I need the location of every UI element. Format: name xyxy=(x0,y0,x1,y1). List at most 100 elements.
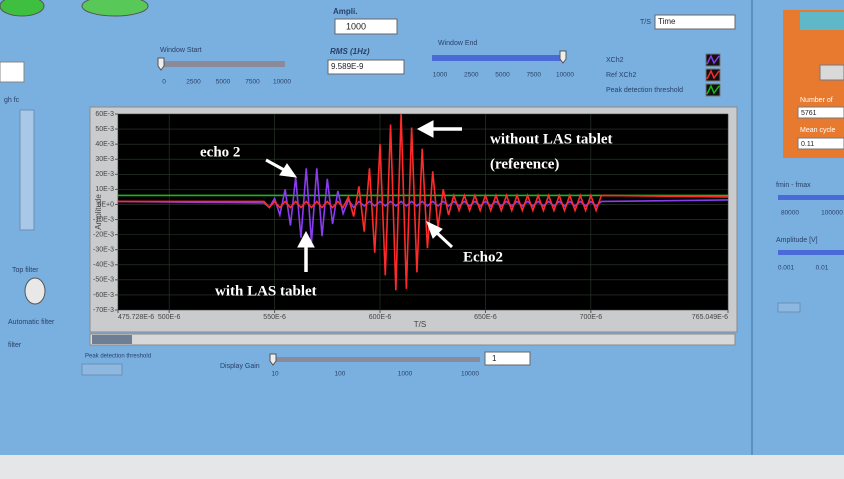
label: Mean cycle xyxy=(800,127,836,134)
x-tick-label: 765.049E-6 xyxy=(692,314,728,321)
label: gh fc xyxy=(4,97,20,104)
legend-swatch-line xyxy=(706,54,720,65)
numeric-input[interactable] xyxy=(81,363,123,376)
slider-track[interactable] xyxy=(778,195,844,200)
label: T/S xyxy=(640,19,651,26)
y-tick-label: 10E-3 xyxy=(95,186,114,193)
label: Amplitude [V] xyxy=(776,237,818,244)
slider-thumb[interactable] xyxy=(269,353,277,366)
scale-label: 5000 xyxy=(216,79,231,86)
annotation: without LAS tablet xyxy=(490,131,613,147)
scale-label: 7500 xyxy=(527,72,542,79)
y-tick-label: -60E-3 xyxy=(93,292,114,299)
scrollbar[interactable] xyxy=(89,333,736,346)
label: Display Gain xyxy=(220,363,260,370)
annotation: (reference) xyxy=(490,156,559,172)
value: 1000 xyxy=(346,21,366,31)
numeric-input[interactable] xyxy=(484,351,531,366)
scale-label: 0 xyxy=(162,79,166,86)
label: filter xyxy=(8,342,22,349)
annotation: echo 2 xyxy=(200,144,240,160)
numeric-input[interactable] xyxy=(334,18,398,35)
scale-label: 7500 xyxy=(245,79,260,86)
slider-thumb[interactable] xyxy=(559,50,567,64)
value: 0.11 xyxy=(801,141,814,148)
value: 9.589E-9 xyxy=(331,62,364,71)
slider-track[interactable] xyxy=(19,109,35,231)
toggle[interactable] xyxy=(24,277,46,305)
scale-label: 5000 xyxy=(495,72,510,79)
arrow xyxy=(297,230,315,272)
input-box[interactable] xyxy=(0,61,25,83)
button[interactable] xyxy=(819,64,844,81)
scale-label: 80000 xyxy=(781,210,799,217)
label: Number of xyxy=(800,97,833,104)
y-tick-label: -20E-3 xyxy=(93,231,114,238)
x-tick-label: 700E-6 xyxy=(580,314,603,321)
arrow xyxy=(416,120,462,138)
slider-track[interactable] xyxy=(270,357,480,362)
arrow xyxy=(265,158,298,178)
label: Window Start xyxy=(160,47,202,54)
x-tick-label: 650E-6 xyxy=(474,314,497,321)
scale-label: 2500 xyxy=(186,79,201,86)
desk xyxy=(0,455,844,479)
y-tick-label: -40E-3 xyxy=(93,262,114,269)
label: Peak detection threshold xyxy=(85,354,151,360)
label: Ampli. xyxy=(333,7,357,16)
legend-label: Peak detection threshold xyxy=(606,87,683,94)
series-line xyxy=(117,168,729,243)
y-tick-label: 20E-3 xyxy=(95,171,114,178)
indicator xyxy=(797,137,844,150)
plot-area xyxy=(118,114,728,310)
value: Time xyxy=(658,17,676,26)
indicator xyxy=(777,302,801,313)
label: Automatic filter xyxy=(8,319,55,326)
x-tick-label: 500E-6 xyxy=(158,314,181,321)
legend-swatch-line xyxy=(706,69,720,80)
label: Window End xyxy=(438,40,477,47)
scale-label: 1000 xyxy=(398,371,413,378)
slider-thumb[interactable] xyxy=(157,57,165,71)
button[interactable] xyxy=(81,0,149,17)
side-panel xyxy=(783,10,844,158)
y-tick-label: -30E-3 xyxy=(93,247,114,254)
scale-label: 100000 xyxy=(821,210,843,217)
arrow xyxy=(426,221,454,249)
slider-track[interactable] xyxy=(160,61,285,67)
scale-label: 0.01 xyxy=(816,265,829,272)
scale-label: 100 xyxy=(335,371,346,378)
x-tick-label: 550E-6 xyxy=(263,314,286,321)
button[interactable] xyxy=(0,0,45,17)
x-tick-label: 600E-6 xyxy=(369,314,392,321)
indicator xyxy=(797,106,844,119)
indicator xyxy=(327,59,405,75)
y-tick-label: 60E-3 xyxy=(95,111,114,118)
label: RMS (1Hz) xyxy=(330,47,370,56)
slider-track[interactable] xyxy=(778,250,844,255)
slider-track[interactable] xyxy=(432,55,565,61)
scale-label: 10000 xyxy=(273,79,291,86)
value: 1 xyxy=(492,354,497,363)
y-tick-label: -70E-3 xyxy=(93,307,114,314)
y-tick-label: 0E+0 xyxy=(97,201,114,208)
y-tick-label: 40E-3 xyxy=(95,141,114,148)
x-tick-label: 475.728E-6 xyxy=(118,314,154,321)
label: fmin - fmax xyxy=(776,182,811,189)
y-tick-label: 30E-3 xyxy=(95,156,114,163)
scrollbar-thumb[interactable] xyxy=(92,335,132,344)
annotation: with LAS tablet xyxy=(215,283,317,299)
x-axis-label: T/S xyxy=(414,320,426,329)
y-tick-label: -10E-3 xyxy=(93,216,114,223)
dropdown[interactable] xyxy=(654,14,736,30)
scale-label: 10 xyxy=(271,371,279,378)
scale-label: 2500 xyxy=(464,72,479,79)
scale-label: 1000 xyxy=(433,72,448,79)
y-axis-label: Amplitude xyxy=(94,194,103,230)
scale-label: 10000 xyxy=(556,72,574,79)
y-tick-label: -50E-3 xyxy=(93,277,114,284)
value: 5761 xyxy=(801,110,817,117)
indicator xyxy=(800,12,844,30)
